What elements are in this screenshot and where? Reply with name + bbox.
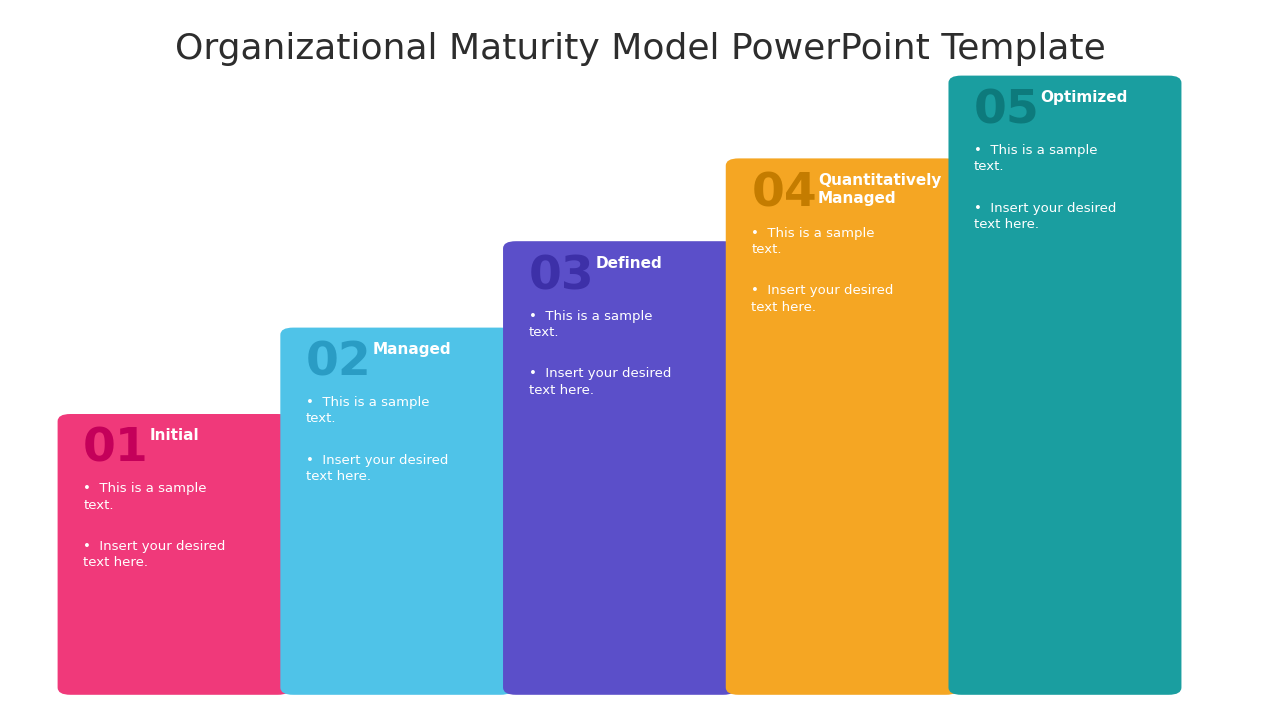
Text: 04: 04 — [751, 171, 817, 216]
Text: •  This is a sample
text.: • This is a sample text. — [83, 482, 206, 512]
Text: •  Insert your desired
text here.: • Insert your desired text here. — [83, 540, 225, 570]
Text: •  This is a sample
text.: • This is a sample text. — [974, 144, 1097, 174]
Text: •  Insert your desired
text here.: • Insert your desired text here. — [306, 454, 448, 483]
Text: Initial: Initial — [150, 428, 200, 444]
FancyBboxPatch shape — [948, 76, 1181, 695]
FancyBboxPatch shape — [58, 414, 291, 695]
Text: Managed: Managed — [372, 342, 451, 357]
FancyBboxPatch shape — [503, 241, 736, 695]
Text: 03: 03 — [529, 254, 594, 300]
Text: •  This is a sample
text.: • This is a sample text. — [529, 310, 652, 339]
Text: 05: 05 — [974, 89, 1039, 133]
Text: •  This is a sample
text.: • This is a sample text. — [751, 227, 874, 256]
Text: •  This is a sample
text.: • This is a sample text. — [306, 396, 429, 426]
Text: 01: 01 — [83, 427, 148, 472]
Text: Defined: Defined — [595, 256, 662, 271]
Text: •  Insert your desired
text here.: • Insert your desired text here. — [751, 284, 893, 314]
Text: •  Insert your desired
text here.: • Insert your desired text here. — [529, 367, 671, 397]
FancyBboxPatch shape — [726, 158, 959, 695]
Text: 02: 02 — [306, 341, 371, 386]
Text: •  Insert your desired
text here.: • Insert your desired text here. — [974, 202, 1116, 231]
Text: Organizational Maturity Model PowerPoint Template: Organizational Maturity Model PowerPoint… — [174, 32, 1106, 66]
Text: Optimized: Optimized — [1041, 90, 1128, 105]
FancyBboxPatch shape — [280, 328, 513, 695]
Text: Quantitatively
Managed: Quantitatively Managed — [818, 173, 941, 206]
